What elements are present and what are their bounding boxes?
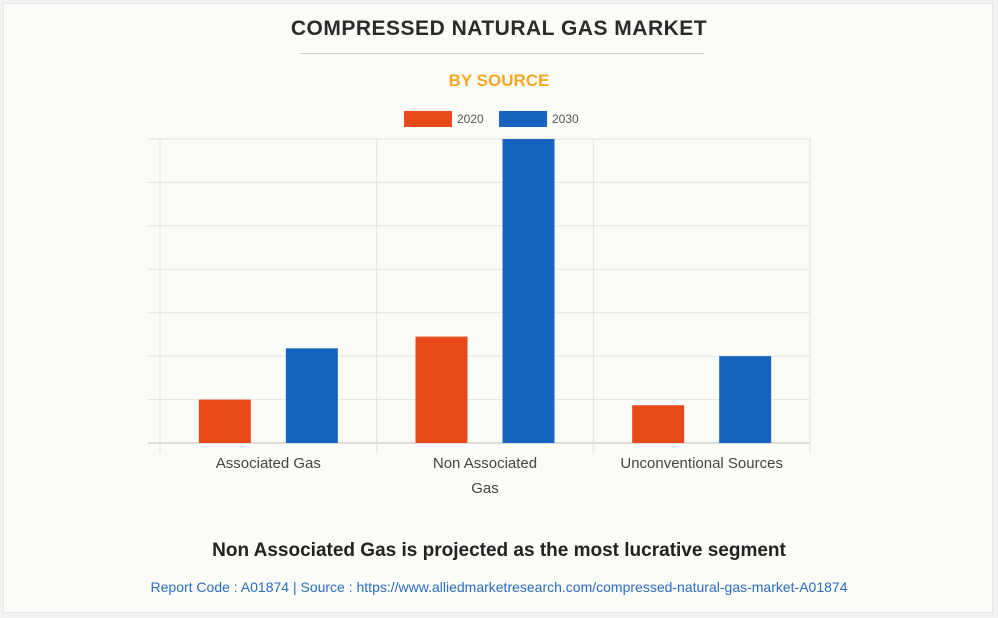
x-tick-label: Non Associated (433, 455, 537, 472)
x-tick-label: Gas (471, 480, 499, 497)
bar-2030-unconventional-sources[interactable] (719, 356, 772, 443)
x-axis-labels: Associated Gas Non Associated Gas Unconvent… (216, 455, 783, 497)
legend-label-2020[interactable]: 2020 (457, 112, 484, 126)
bar-2030-non-associated-gas[interactable] (502, 139, 555, 443)
title-divider (300, 53, 704, 54)
x-tick-label: Associated Gas (216, 455, 321, 472)
legend-label-2030[interactable]: 2030 (552, 112, 579, 126)
bar-2020-non-associated-gas[interactable] (415, 336, 468, 443)
legend-swatch-2020[interactable] (404, 111, 452, 127)
bar-2030-associated-gas[interactable] (285, 348, 338, 443)
bar-2020-associated-gas[interactable] (198, 399, 251, 443)
legend: 2020 2030 (404, 111, 579, 127)
chart-subtitle: BY SOURCE (448, 71, 550, 90)
chart-title: COMPRESSED NATURAL GAS MARKET (290, 17, 708, 40)
key-finding: Non Associated Gas is projected as the m… (212, 540, 786, 561)
bar-2020-unconventional-sources[interactable] (632, 405, 685, 443)
x-tick-label: Unconventional Sources (620, 455, 783, 472)
report-source-link[interactable]: Report Code : A01874 | Source : https://… (150, 579, 848, 595)
bars (198, 139, 772, 443)
grid (148, 138, 811, 453)
chart-card (3, 3, 993, 613)
legend-swatch-2030[interactable] (499, 111, 547, 127)
